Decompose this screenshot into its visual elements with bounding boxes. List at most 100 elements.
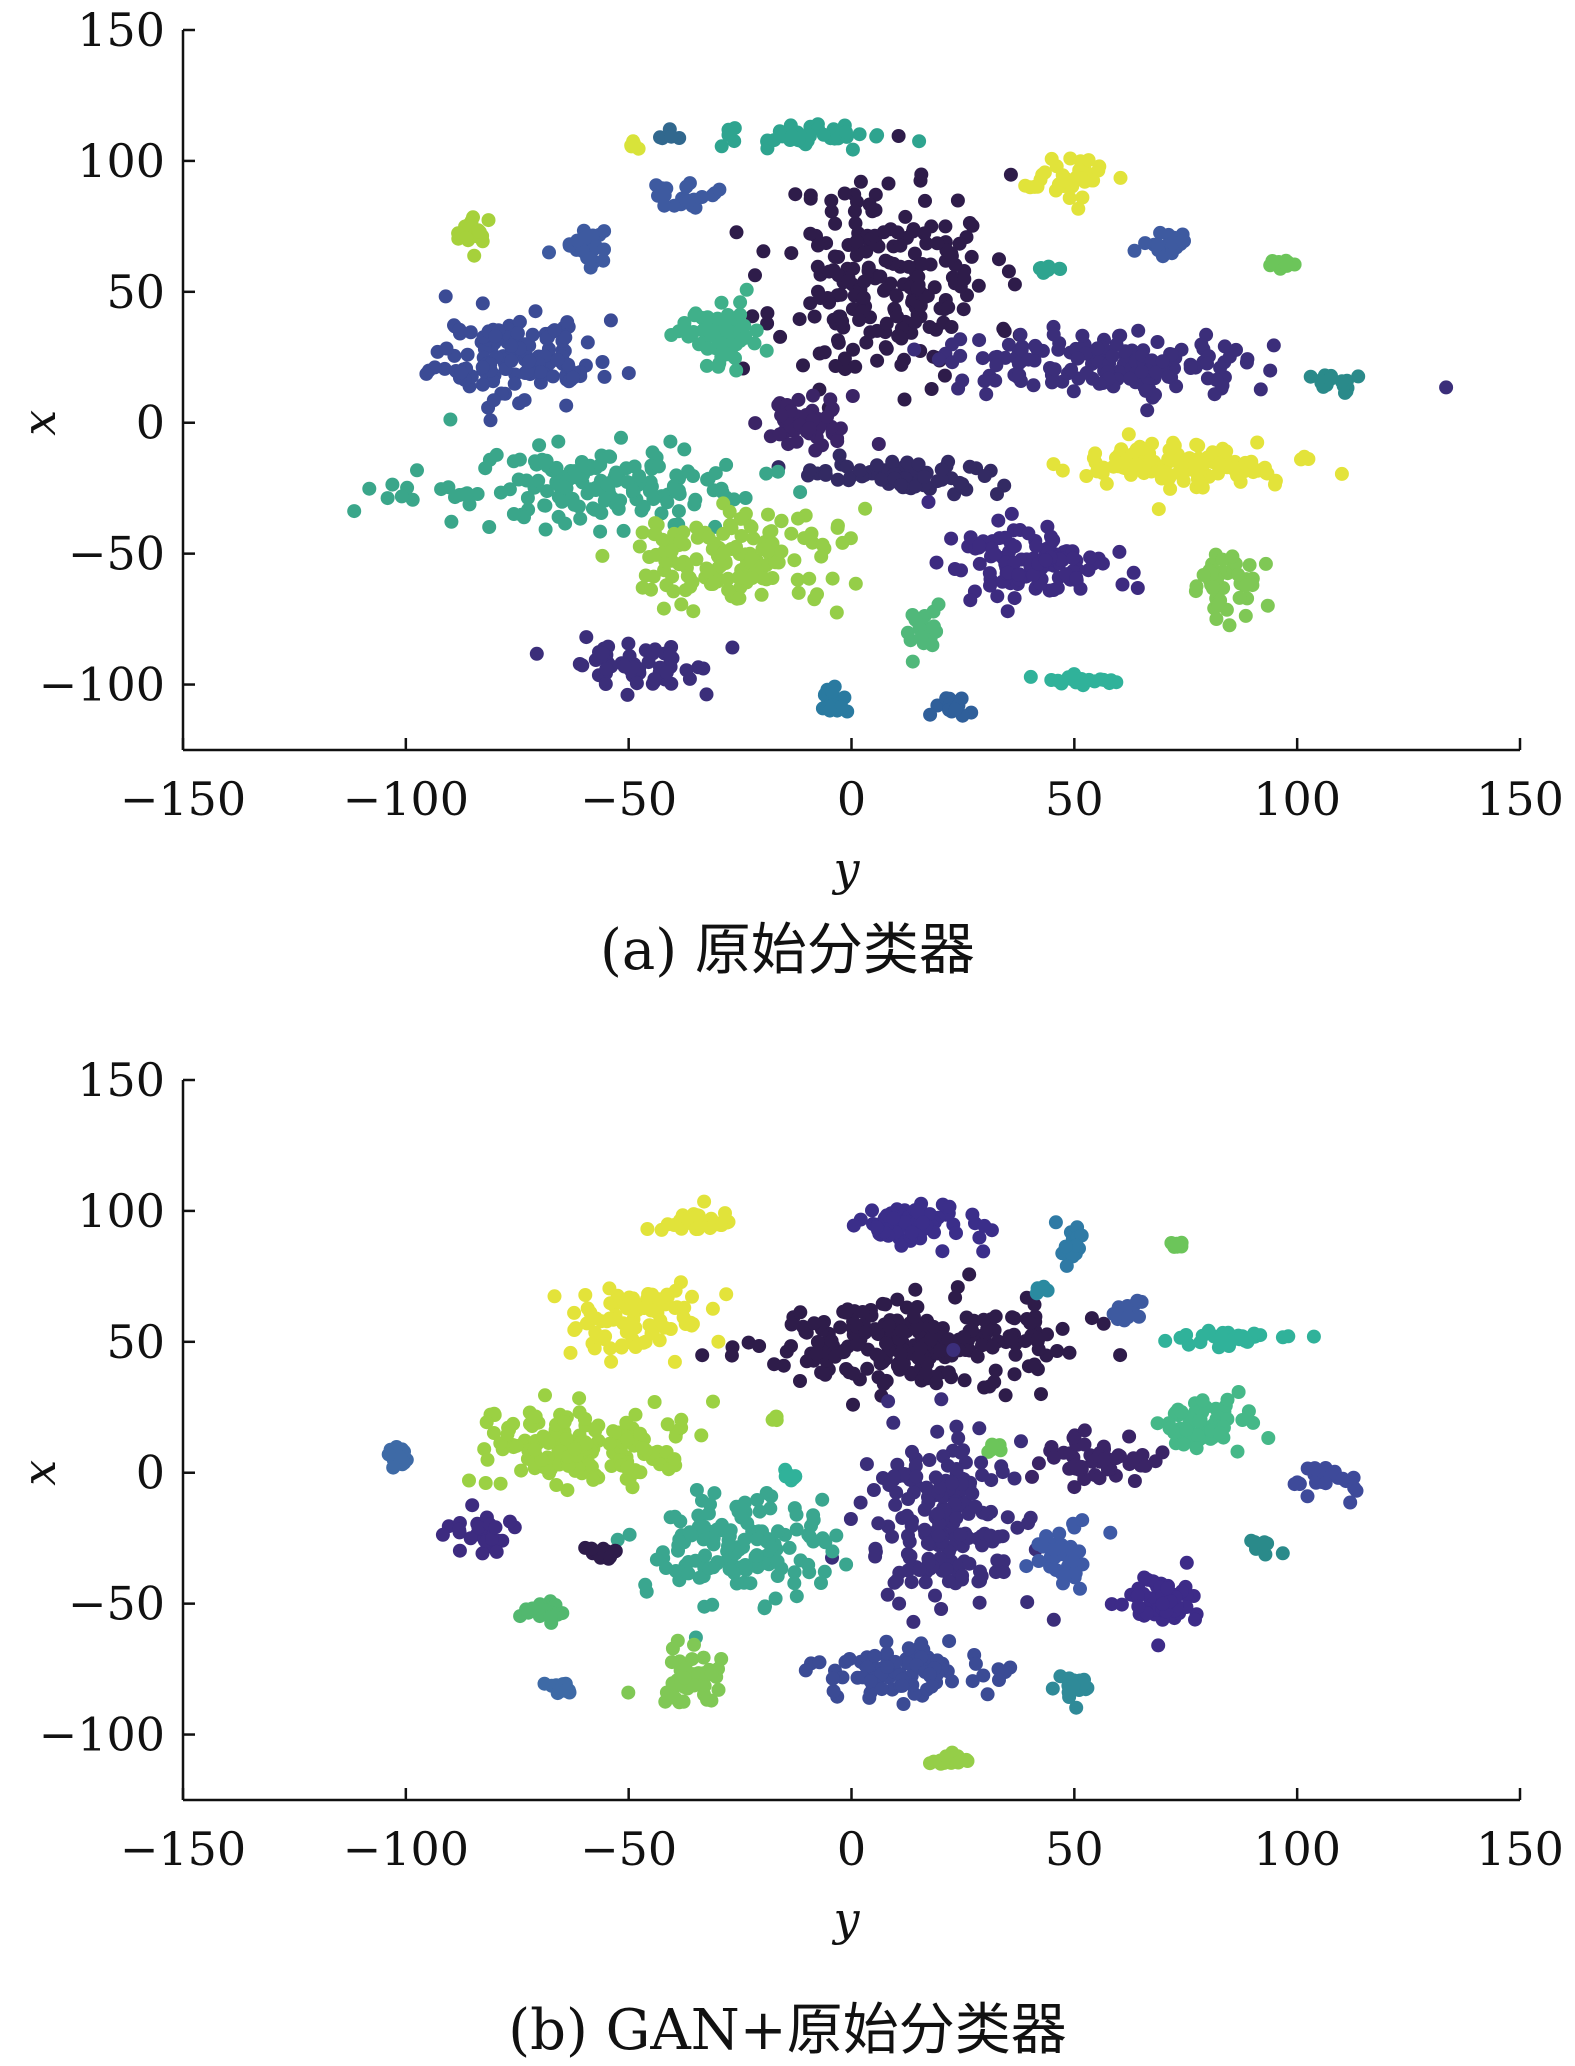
- scatter-point: [1239, 355, 1254, 370]
- scatter-point: [1051, 342, 1066, 357]
- scatter-point: [918, 1575, 933, 1590]
- scatter-point: [953, 1527, 968, 1542]
- scatter-point: [708, 466, 723, 481]
- scatter-point: [537, 498, 552, 513]
- scatter-point: [784, 246, 799, 261]
- scatter-point: [1121, 1310, 1135, 1325]
- scatter-point: [1334, 466, 1349, 481]
- scatter-point: [846, 342, 860, 357]
- scatter-point: [796, 1319, 811, 1334]
- scatter-point: [737, 1532, 752, 1547]
- scatter-point: [1044, 151, 1059, 166]
- cluster-10: [1158, 1323, 1321, 1355]
- scatter-point: [931, 597, 946, 612]
- scatter-point: [385, 477, 400, 492]
- scatter-point: [949, 1419, 964, 1434]
- scatter-point: [692, 1570, 707, 1585]
- scatter-point: [463, 1531, 478, 1546]
- scatter-point: [1044, 1440, 1059, 1454]
- scatter-point: [829, 1528, 844, 1543]
- scatter-point: [1155, 1596, 1170, 1611]
- scatter-point: [580, 1301, 595, 1316]
- scatter-point: [621, 636, 636, 651]
- cluster-5: [381, 1440, 414, 1475]
- scatter-point: [676, 1694, 691, 1709]
- scatter-point: [748, 268, 762, 283]
- scatter-point: [1103, 1525, 1118, 1540]
- scatter-point: [507, 376, 522, 391]
- scatter-point: [824, 204, 839, 219]
- scatter-point: [984, 1473, 999, 1488]
- scatter-point: [506, 454, 521, 469]
- scatter-point: [503, 1514, 517, 1529]
- scatter-point: [942, 1634, 957, 1649]
- scatter-point: [614, 1338, 629, 1353]
- scatter-point: [1246, 1415, 1261, 1430]
- scatter-point: [806, 1513, 821, 1527]
- scatter-point: [460, 347, 475, 362]
- scatter-point: [1068, 1566, 1083, 1581]
- scatter-point: [599, 1314, 614, 1329]
- scatter-point: [1020, 1595, 1035, 1610]
- scatter-point: [972, 333, 987, 348]
- scatter-point: [595, 646, 610, 661]
- scatter-point: [1090, 341, 1105, 356]
- scatter-point: [810, 587, 824, 602]
- scatter-point: [928, 1470, 943, 1485]
- scatter-point: [700, 341, 715, 356]
- scatter-point: [640, 1222, 655, 1236]
- scatter-point: [977, 469, 992, 483]
- scatter-point: [1263, 363, 1278, 378]
- scatter-point: [600, 477, 615, 492]
- data-points: [381, 1194, 1364, 1771]
- scatter-point: [711, 1682, 726, 1697]
- scatter-point: [771, 1524, 785, 1539]
- scatter-point: [755, 571, 770, 586]
- scatter-point: [863, 1674, 878, 1689]
- scatter-point: [609, 465, 624, 480]
- scatter-point: [839, 125, 853, 140]
- scatter-point: [702, 1561, 717, 1576]
- scatter-point: [1003, 167, 1018, 182]
- scatter-point: [1112, 544, 1127, 559]
- scatter-point: [787, 1565, 802, 1580]
- scatter-point: [802, 421, 817, 436]
- scatter-point: [629, 676, 644, 691]
- x-tick-label: −100: [343, 1822, 469, 1876]
- scatter-point: [846, 1366, 861, 1381]
- scatter-point: [635, 525, 650, 540]
- scatter-point: [810, 1335, 825, 1349]
- scatter-point: [1066, 551, 1081, 566]
- scatter-point: [622, 1527, 637, 1542]
- scatter-point: [1077, 174, 1092, 189]
- scatter-point: [830, 520, 845, 535]
- scatter-point: [677, 442, 692, 457]
- scatter-point: [714, 139, 729, 154]
- scatter-point: [1092, 376, 1107, 391]
- scatter-point: [841, 273, 856, 288]
- scatter-point: [656, 601, 671, 616]
- scatter-point: [941, 300, 956, 315]
- scatter-point: [347, 504, 362, 519]
- scatter-point: [580, 335, 595, 350]
- cluster-24: [1104, 1555, 1204, 1653]
- scatter-point: [462, 497, 477, 512]
- scatter-point: [1126, 565, 1141, 580]
- scatter-point: [945, 1674, 959, 1689]
- scatter-point: [998, 1388, 1013, 1403]
- scatter-point: [597, 369, 612, 384]
- scatter-point: [1132, 1309, 1146, 1324]
- scatter-point: [675, 323, 690, 338]
- scatter-point: [1143, 452, 1158, 467]
- scatter-point: [1011, 567, 1026, 582]
- scatter-point: [1075, 328, 1090, 343]
- scatter-point: [1052, 1526, 1067, 1541]
- scatter-point: [488, 329, 503, 344]
- scatter-point: [1079, 365, 1094, 380]
- scatter-point: [741, 1335, 756, 1350]
- cluster-28: [1045, 1669, 1095, 1715]
- scatter-point: [514, 1463, 529, 1478]
- scatter-point: [991, 513, 1006, 528]
- scatter-point: [868, 203, 883, 218]
- scatter-point: [879, 1634, 894, 1649]
